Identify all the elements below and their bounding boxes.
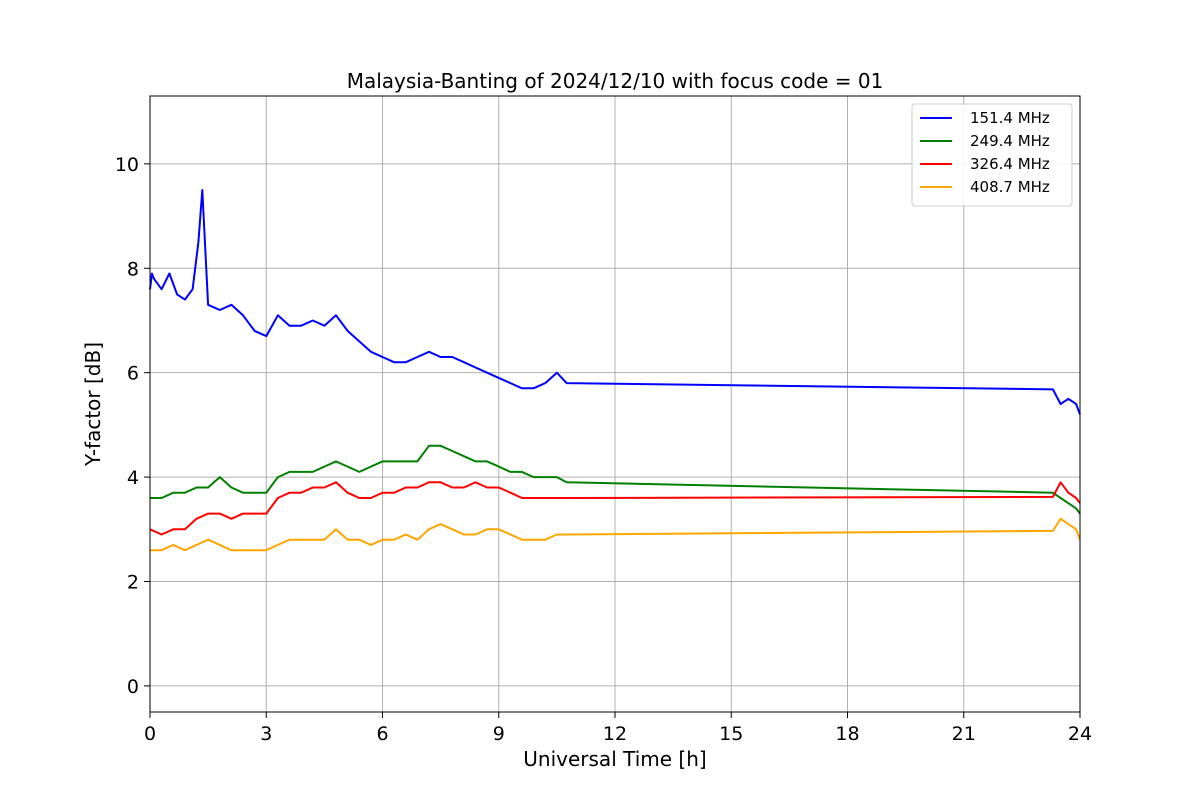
chart-title: Malaysia-Banting of 2024/12/10 with focu… <box>347 69 884 93</box>
series-line-2 <box>150 444 1081 515</box>
y-tick-label: 10 <box>115 154 139 176</box>
legend-label: 249.4 MHz <box>970 132 1050 150</box>
x-tick-label: 6 <box>376 723 388 745</box>
legend-label: 326.4 MHz <box>970 155 1050 173</box>
x-tick-label: 21 <box>952 723 976 745</box>
x-tick-label: 9 <box>493 723 505 745</box>
series-line-1 <box>149 189 1081 415</box>
y-tick-label: 0 <box>127 676 139 698</box>
x-tick-label: 18 <box>835 723 859 745</box>
legend-label: 151.4 MHz <box>970 109 1050 127</box>
legend-box <box>911 103 1073 207</box>
x-tick-label: 3 <box>260 723 272 745</box>
y-tick-label: 4 <box>127 467 139 489</box>
series-line-4 <box>150 517 1081 552</box>
legend: 151.4 MHz 249.4 MHz 326.4 MHz 408.7 MHz <box>911 103 1073 207</box>
series-layer <box>149 189 1081 552</box>
x-tick-label: 15 <box>719 723 743 745</box>
x-tick-label: 24 <box>1068 723 1092 745</box>
y-tick-label: 2 <box>127 571 139 593</box>
y-axis-label: Y-factor [dB] <box>81 342 105 467</box>
legend-label: 408.7 MHz <box>970 178 1050 196</box>
x-tick-label: 12 <box>603 723 627 745</box>
y-tick-label: 6 <box>127 363 139 385</box>
y-tick-label: 8 <box>127 258 139 280</box>
x-tick-label: 0 <box>144 723 156 745</box>
series-line-3 <box>149 481 1081 536</box>
x-axis-label: Universal Time [h] <box>523 747 706 771</box>
